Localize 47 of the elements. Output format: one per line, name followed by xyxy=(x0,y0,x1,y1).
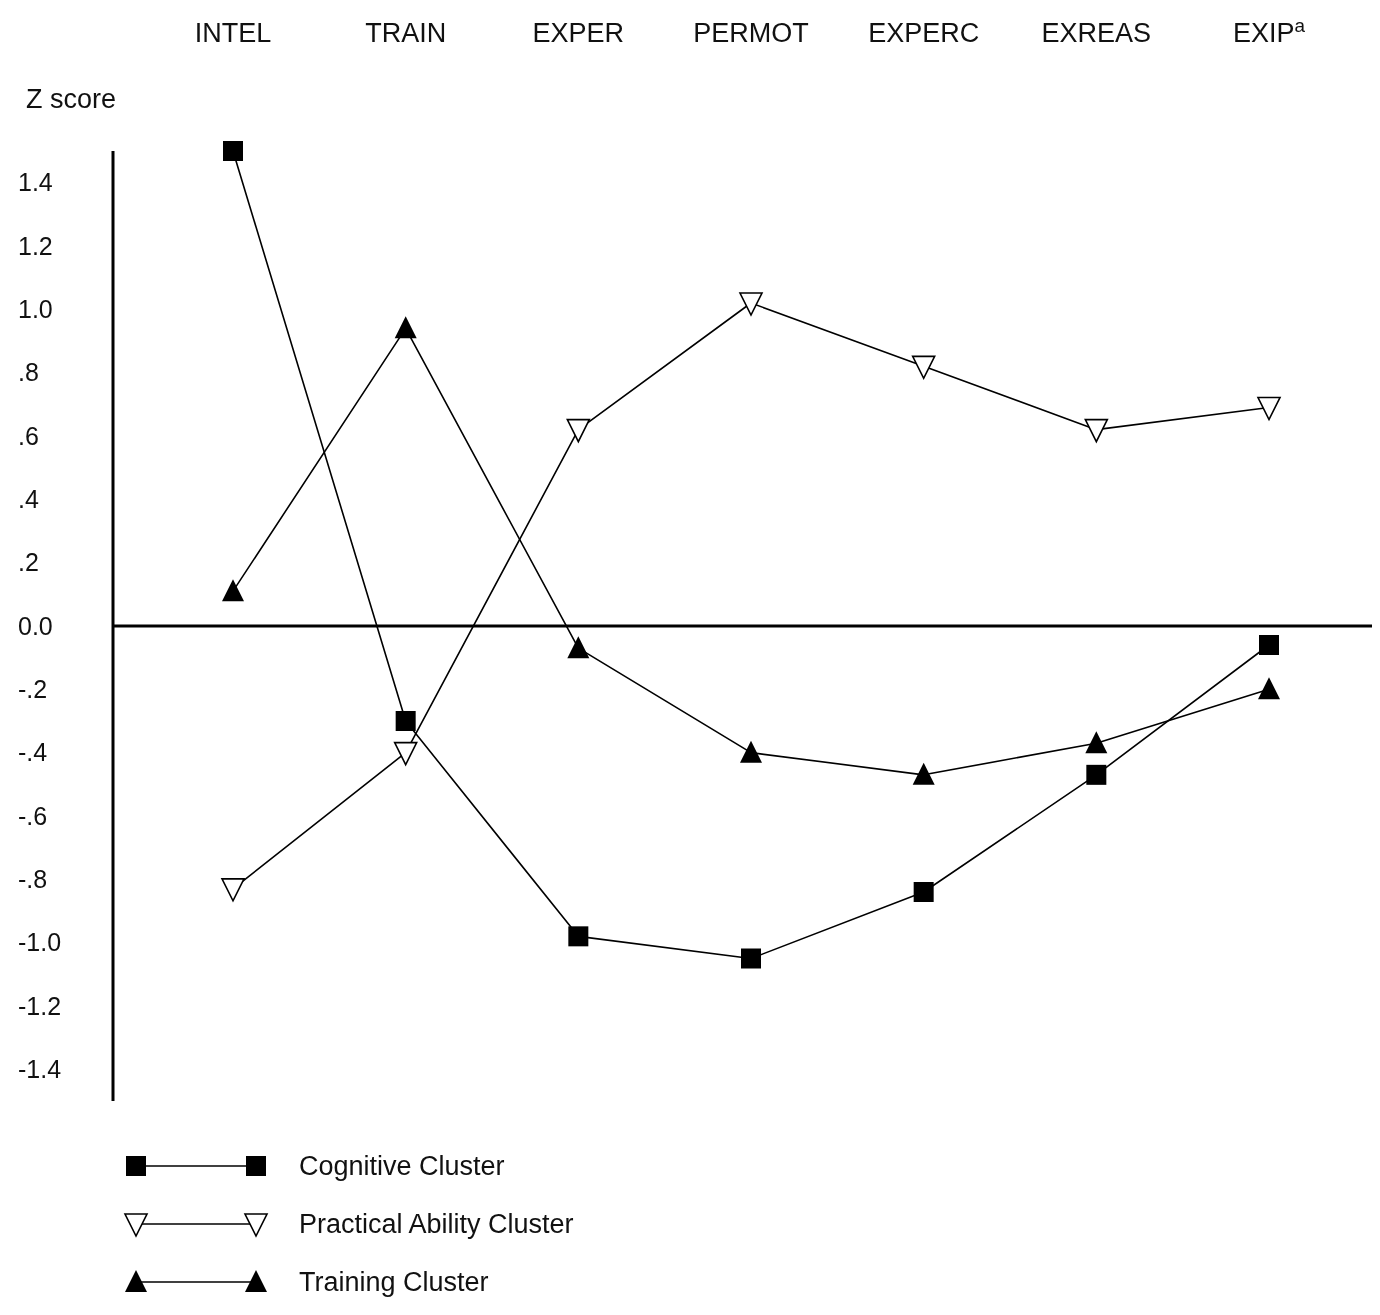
legend-label: Training Cluster xyxy=(299,1267,489,1298)
point xyxy=(1084,418,1109,443)
y-tick-label: .2 xyxy=(18,548,39,577)
x-tick-label: EXPER xyxy=(532,18,625,48)
x-tick-label: EXREAS xyxy=(1041,18,1152,48)
y-tick-label: 1.0 xyxy=(18,295,53,324)
point xyxy=(741,948,761,969)
point xyxy=(1086,764,1107,785)
point xyxy=(1257,396,1281,421)
point xyxy=(395,711,416,731)
x-tick-label: PERMOT xyxy=(693,18,809,48)
y-tick-label: -.8 xyxy=(18,865,48,894)
y-tick-label: .4 xyxy=(18,485,39,514)
y-tick-label: 1.4 xyxy=(18,168,53,197)
y-tick-label: -1.2 xyxy=(18,991,62,1020)
point xyxy=(739,292,763,316)
point xyxy=(1258,677,1280,700)
legend-label: Cognitive Cluster xyxy=(299,1151,505,1182)
x-tick-label: EXPERC xyxy=(868,18,980,48)
y-tick-label: -1.4 xyxy=(18,1055,62,1084)
y-tick-label: -1.0 xyxy=(18,928,62,957)
point xyxy=(223,141,243,161)
point xyxy=(566,418,591,443)
point xyxy=(567,636,590,659)
y-tick-label: -.6 xyxy=(18,801,48,830)
y-tick-label: 1.2 xyxy=(18,231,53,260)
point xyxy=(740,740,762,763)
y-tick-label: .8 xyxy=(18,358,39,387)
x-tick-label: EXIP$^{a}$ xyxy=(1232,14,1306,48)
point xyxy=(568,926,589,947)
y-axis-title: Z score xyxy=(26,84,117,114)
y-tick-label: .6 xyxy=(18,421,39,450)
point xyxy=(911,355,936,380)
x-tick-label: INTEL xyxy=(194,18,272,48)
point xyxy=(393,741,418,766)
point xyxy=(1259,635,1279,655)
point xyxy=(394,316,417,339)
point xyxy=(1085,731,1108,754)
y-tick-label: -.4 xyxy=(18,738,48,767)
y-tick-label: 0.0 xyxy=(18,611,53,640)
x-tick-label: TRAIN xyxy=(365,18,447,48)
point xyxy=(913,882,934,902)
point xyxy=(221,878,245,902)
legend-label: Practical Ability Cluster xyxy=(299,1209,574,1240)
point xyxy=(222,579,244,602)
point xyxy=(912,762,935,785)
y-tick-label: -.2 xyxy=(18,675,48,704)
